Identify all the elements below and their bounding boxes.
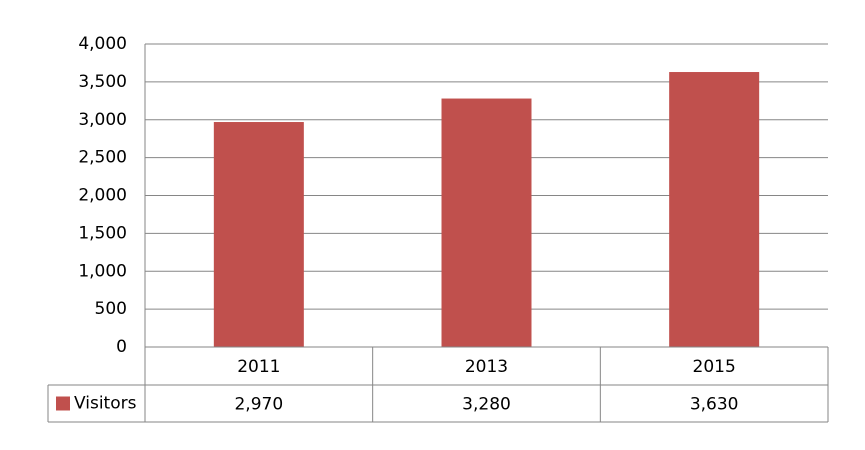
x-tick-label: 2015 <box>693 357 736 377</box>
bar <box>669 72 760 347</box>
y-tick-label: 0 <box>116 337 127 357</box>
legend-label: Visitors <box>74 394 137 414</box>
bar <box>441 98 532 347</box>
y-tick-label: 4,000 <box>78 34 127 54</box>
y-tick-label: 1,000 <box>78 261 127 281</box>
y-tick-label: 1,500 <box>78 223 127 243</box>
y-tick-label: 3,500 <box>78 72 127 92</box>
table-value: 3,280 <box>462 395 511 415</box>
bar <box>213 122 304 348</box>
table-value: 3,630 <box>690 395 739 415</box>
y-tick-label: 2,500 <box>78 148 127 168</box>
y-tick-label: 500 <box>95 299 127 319</box>
legend-swatch <box>56 396 70 411</box>
y-tick-label: 3,000 <box>78 110 127 130</box>
table-value: 2,970 <box>234 395 283 415</box>
x-tick-label: 2013 <box>465 357 508 377</box>
y-tick-label: 2,000 <box>78 186 127 206</box>
x-tick-label: 2011 <box>237 357 280 377</box>
